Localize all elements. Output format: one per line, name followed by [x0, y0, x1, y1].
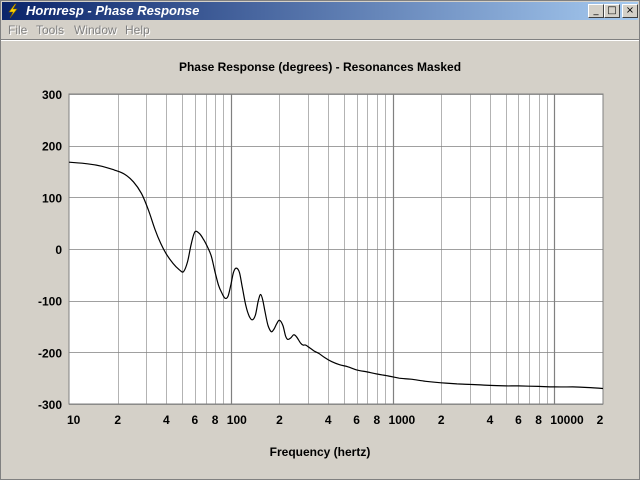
x-tick-label: 8 [535, 413, 542, 427]
y-tick-label: -200 [38, 346, 62, 360]
x-tick-labels: 10 2 4 6 8 100 2 4 6 8 1000 2 4 6 8 10000 2 [67, 413, 604, 427]
close-icon: × [625, 5, 635, 16]
menu-help[interactable]: Help [125, 23, 150, 37]
x-tick-label: 6 [515, 413, 522, 427]
x-tick-label: 4 [163, 413, 170, 427]
menu-separator [1, 39, 639, 41]
x-tick-label: 6 [353, 413, 360, 427]
x-tick-label: 4 [487, 413, 494, 427]
grid-lines [69, 94, 603, 405]
minimize-icon: _ [593, 5, 599, 16]
y-tick-label: 300 [42, 88, 62, 102]
menu-file[interactable]: File [8, 23, 28, 37]
phase-curve [68, 161, 604, 390]
x-axis-label: Frequency (hertz) [270, 445, 371, 459]
x-tick-label: 4 [325, 413, 332, 427]
maximize-icon: □ [607, 5, 617, 16]
app-lightning-icon [8, 3, 18, 19]
window-title: Hornresp - Phase Response [26, 3, 200, 18]
y-tick-label: -100 [38, 295, 62, 309]
x-tick-label: 2 [438, 413, 445, 427]
y-tick-labels: 300 200 100 0 -100 -200 -300 [38, 88, 62, 412]
y-tick-label: 0 [55, 243, 62, 257]
menu-tools[interactable]: Tools [36, 23, 65, 37]
y-tick-label: 200 [42, 140, 62, 154]
x-tick-label: 1000 [389, 413, 416, 427]
plot-area [68, 93, 604, 405]
close-button[interactable]: × [622, 4, 638, 18]
x-tick-label: 2 [597, 413, 604, 427]
x-tick-label: 10000 [550, 413, 584, 427]
x-tick-label: 10 [67, 413, 81, 427]
x-tick-label: 8 [374, 413, 381, 427]
x-tick-label: 6 [192, 413, 199, 427]
menu-bar: File Tools Window Help [2, 21, 638, 39]
x-tick-label: 2 [114, 413, 121, 427]
menu-window[interactable]: Window [74, 23, 117, 37]
title-bar[interactable]: Hornresp - Phase Response _ □ × [2, 2, 638, 20]
y-tick-label: 100 [42, 191, 62, 205]
x-tick-label: 2 [276, 413, 283, 427]
minimize-button[interactable]: _ [588, 4, 604, 18]
x-tick-label: 8 [212, 413, 219, 427]
x-tick-label: 100 [227, 413, 247, 427]
maximize-button[interactable]: □ [604, 4, 620, 18]
y-tick-label: -300 [38, 398, 62, 412]
chart-title: Phase Response (degrees) - Resonances Ma… [179, 60, 461, 74]
